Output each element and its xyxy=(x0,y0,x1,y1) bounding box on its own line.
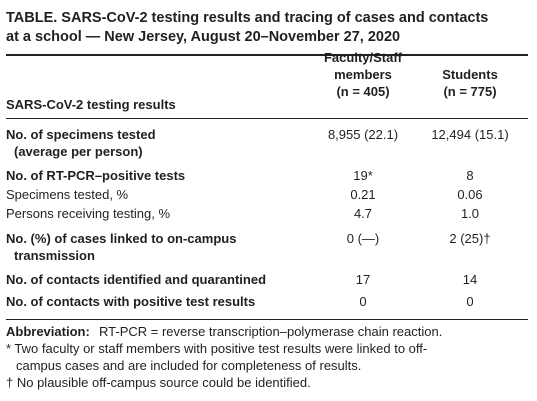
rule xyxy=(6,319,528,320)
footnote: † No plausible off-campus source could b… xyxy=(6,375,311,390)
cell: 0 xyxy=(359,294,367,309)
column-header: Students xyxy=(442,67,498,82)
cell: 8,955 (22.1) xyxy=(327,127,399,142)
title-line: TABLE. SARS-CoV-2 testing results and tr… xyxy=(6,10,489,26)
rule xyxy=(6,118,528,119)
cell: 14 xyxy=(462,272,478,287)
row-header-label: SARS-CoV-2 testing results xyxy=(6,97,176,112)
row-label: Specimens tested, % xyxy=(6,187,129,202)
abbreviation-label: Abbreviation: xyxy=(6,324,90,339)
cell: 0 xyxy=(466,294,474,309)
column-header: (n = 405) xyxy=(336,84,390,99)
cell: 0.21 xyxy=(350,187,376,202)
row-label: No. of RT-PCR–positive tests xyxy=(6,168,186,183)
row-label: Persons receiving testing, % xyxy=(6,206,171,221)
cell: 2 (25)† xyxy=(449,231,491,246)
cell: 0.06 xyxy=(457,187,483,202)
row-label: (average per person) xyxy=(14,144,143,159)
row-label: No. of contacts identified and quarantin… xyxy=(6,272,267,287)
column-header: (n = 775) xyxy=(443,84,497,99)
cell: 4.7 xyxy=(353,206,373,221)
column-header: Faculty/Staff xyxy=(323,50,402,65)
cell: 0 (—) xyxy=(346,231,380,246)
row-label: No. of contacts with positive test resul… xyxy=(6,294,256,309)
cell: 17 xyxy=(355,272,371,287)
footnote: * Two faculty or staff members with posi… xyxy=(6,341,428,356)
cell: 12,494 (15.1) xyxy=(431,127,509,142)
cell: 8 xyxy=(466,168,474,183)
footnote: campus cases and are included for comple… xyxy=(16,358,362,373)
cell: 1.0 xyxy=(460,206,480,221)
row-label: No. (%) of cases linked to on-campus xyxy=(6,231,237,246)
rule xyxy=(6,54,528,56)
row-label: transmission xyxy=(14,248,95,263)
row-label: No. of specimens tested xyxy=(6,127,156,142)
cell: 19* xyxy=(353,168,373,183)
column-header: members xyxy=(334,67,392,82)
abbreviation-text: RT-PCR = reverse transcription–polymeras… xyxy=(99,324,443,339)
title-line: at a school — New Jersey, August 20–Nove… xyxy=(6,29,401,45)
